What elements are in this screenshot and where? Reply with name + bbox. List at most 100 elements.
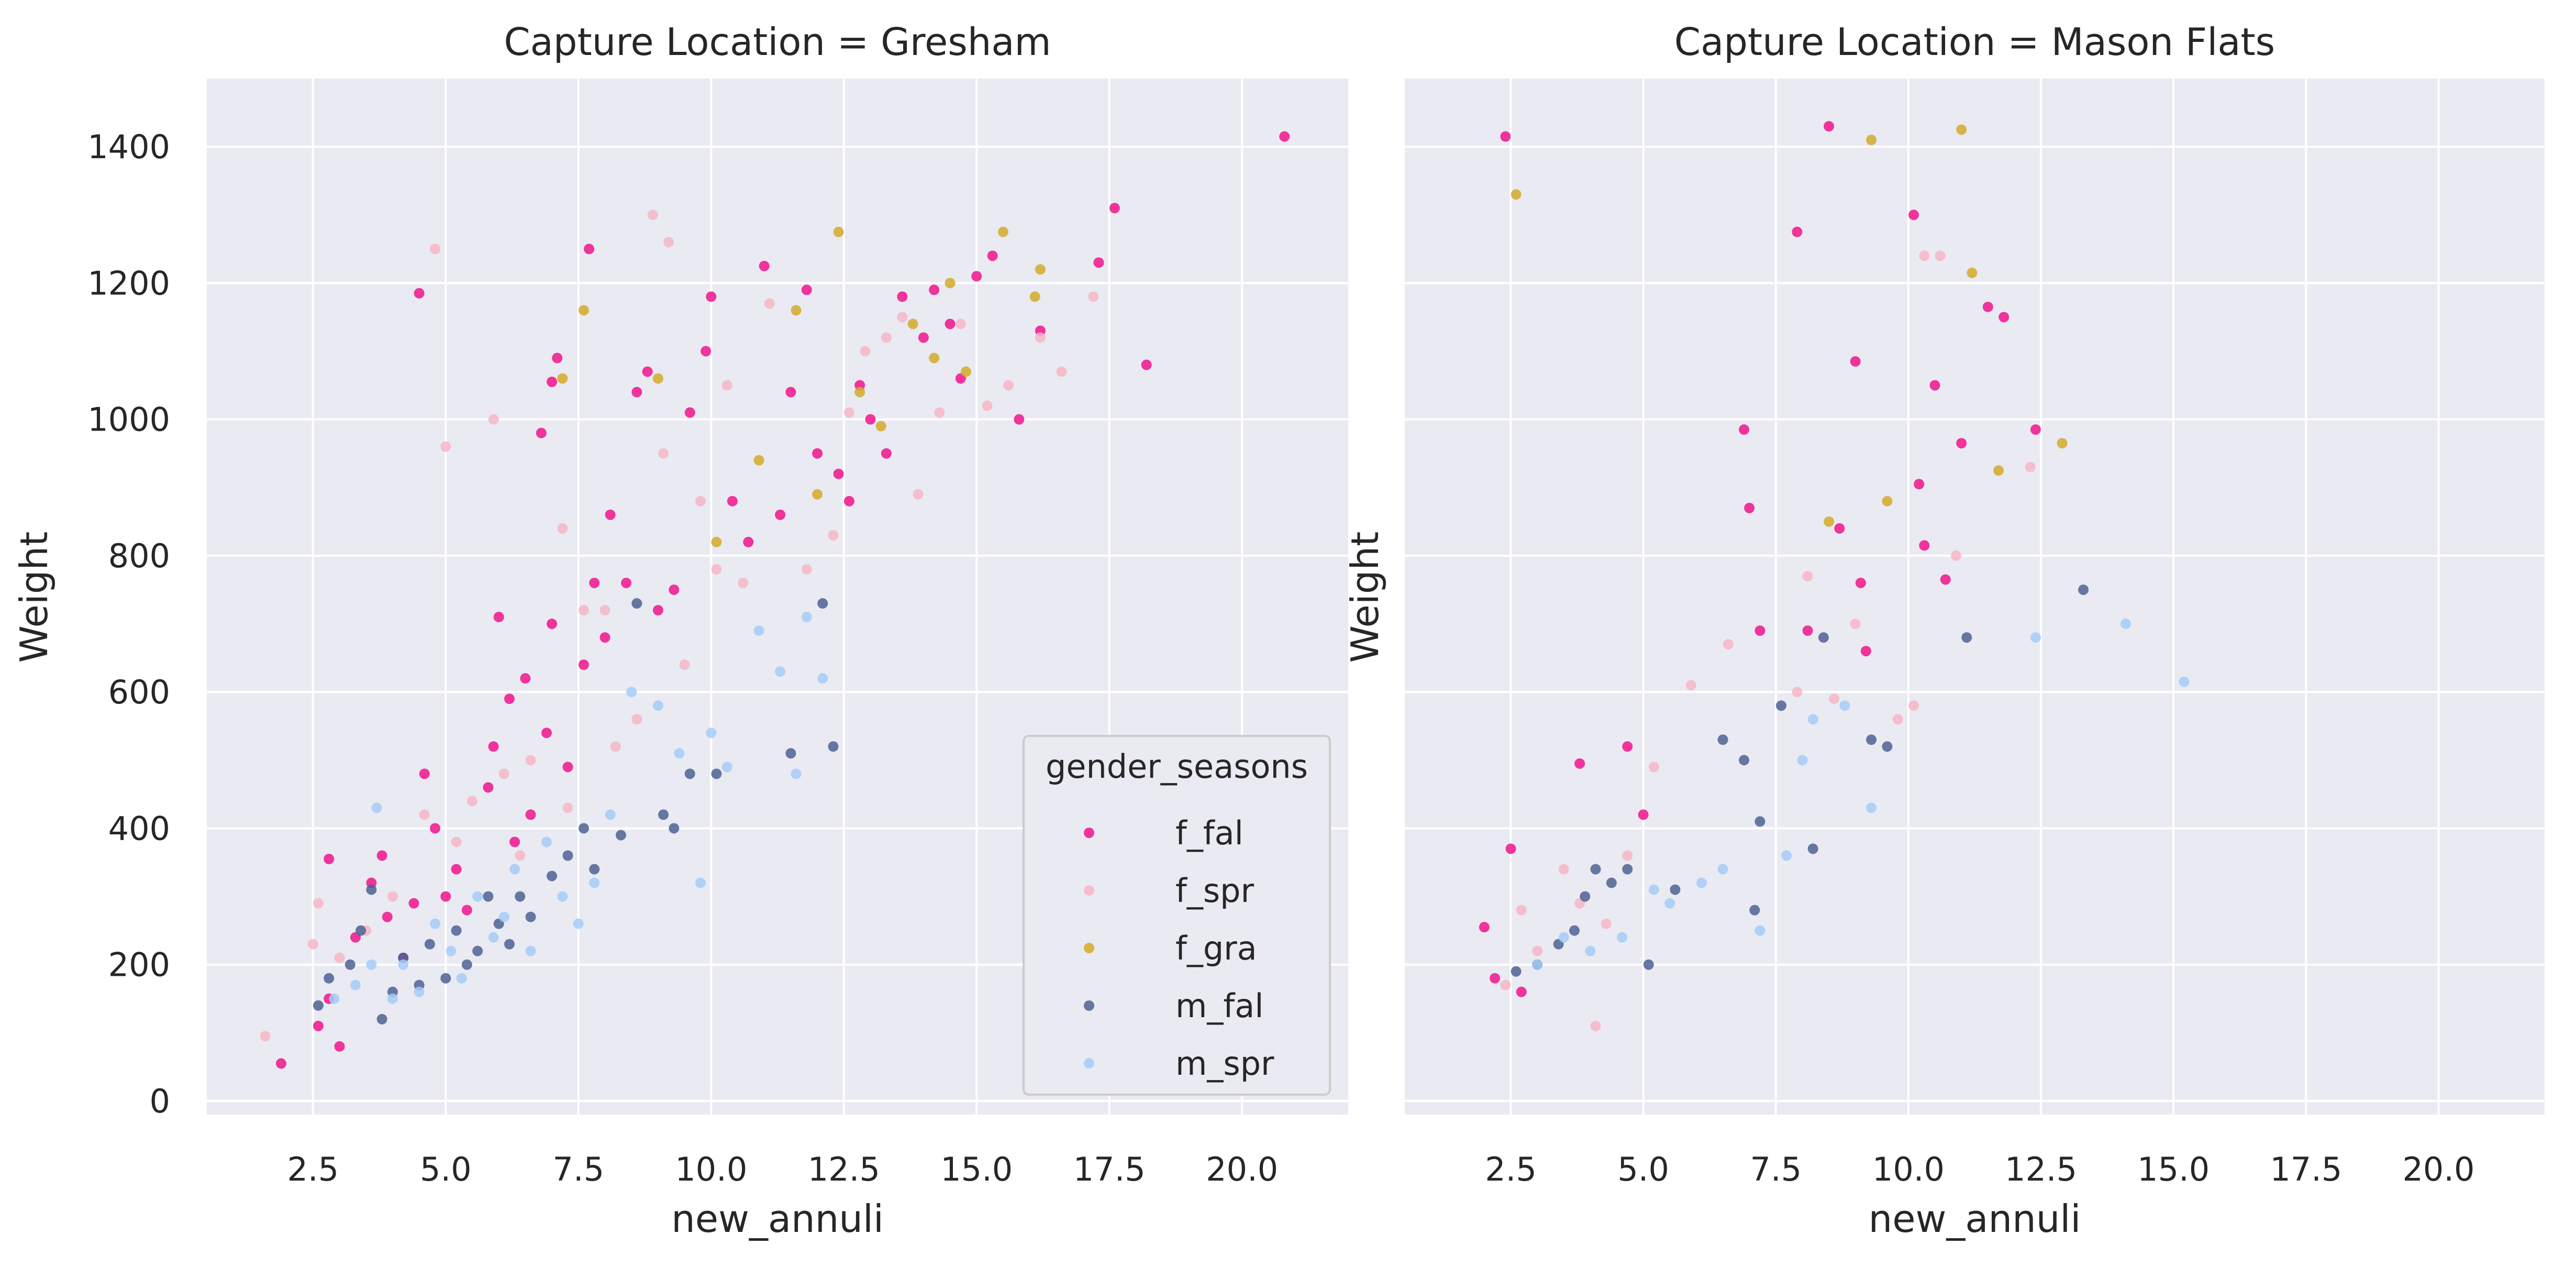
scatter-point — [1670, 884, 1681, 895]
y-tick-label: 600 — [108, 673, 170, 711]
scatter-point — [387, 993, 398, 1004]
scatter-point — [589, 577, 600, 588]
scatter-point — [1029, 291, 1040, 302]
scatter-point — [764, 298, 775, 309]
scatter-point — [801, 612, 812, 623]
scatter-point — [430, 823, 440, 834]
scatter-point — [451, 836, 462, 847]
y-tick-label: 400 — [108, 809, 170, 847]
x-tick-label: 12.5 — [2005, 1150, 2077, 1188]
scatter-point — [843, 407, 854, 418]
scatter-point — [663, 237, 674, 248]
scatter-point — [1558, 864, 1569, 875]
scatter-point — [451, 925, 462, 936]
x-tick-label: 15.0 — [2137, 1150, 2209, 1188]
scatter-point — [498, 911, 509, 922]
x-tick-label: 7.5 — [552, 1150, 604, 1188]
scatter-point — [1569, 925, 1580, 936]
scatter-point — [881, 448, 892, 459]
scatter-point — [1580, 891, 1591, 902]
scatter-point — [695, 877, 706, 888]
scatter-point — [1500, 979, 1511, 990]
scatter-point — [1961, 632, 1972, 643]
legend-marker-m_spr — [1084, 1058, 1094, 1068]
scatter-point — [727, 495, 738, 506]
scatter-point — [329, 993, 340, 1004]
scatter-point — [356, 925, 367, 936]
scatter-point — [1739, 424, 1750, 435]
scatter-point — [669, 584, 680, 595]
scatter-point — [621, 577, 632, 588]
scatter-point — [1866, 802, 1877, 813]
scatter-point — [1590, 1020, 1601, 1031]
scatter-point — [525, 755, 536, 766]
scatter-point — [424, 939, 435, 950]
scatter-point — [584, 244, 595, 255]
scatter-point — [1855, 577, 1866, 588]
scatter-point — [1935, 250, 1946, 261]
scatter-point — [865, 414, 876, 425]
scatter-point — [578, 605, 589, 616]
scatter-point — [843, 495, 854, 506]
scatter-point — [440, 441, 451, 452]
series-f_fal — [1479, 121, 2041, 997]
y-tick-label: 200 — [108, 946, 170, 984]
scatter-point — [1056, 366, 1067, 377]
scatter-point — [371, 802, 382, 813]
scatter-point — [1664, 898, 1675, 909]
scatter-point — [945, 278, 956, 289]
scatter-point — [547, 619, 558, 630]
y-tick-label: 800 — [108, 537, 170, 575]
scatter-point — [652, 700, 663, 711]
scatter-point — [1956, 438, 1967, 449]
scatter-point — [2030, 632, 2041, 643]
scatter-point — [515, 850, 526, 861]
scatter-point — [275, 1058, 286, 1069]
scatter-point — [1829, 693, 1840, 704]
panel-gresham: 2.5 5.0 7.5 10.0 12.5 15.0 17.5 20.0 0 200 400 600 8… — [87, 20, 1348, 1241]
scatter-point — [589, 877, 600, 888]
scatter-point — [589, 864, 600, 875]
scatter-point — [1696, 877, 1707, 888]
scatter-point — [1505, 843, 1516, 854]
scatter-point — [1792, 226, 1803, 237]
scatter-point — [1511, 966, 1522, 977]
x-tick-label: 5.0 — [1617, 1150, 1669, 1188]
legend-frame — [1023, 735, 1331, 1096]
scatter-point — [907, 318, 918, 329]
scatter-point — [1908, 210, 1919, 221]
scatter-point — [419, 809, 430, 820]
x-tick-label: 10.0 — [1872, 1150, 1945, 1188]
scatter-point — [345, 959, 356, 970]
scatter-point — [599, 605, 610, 616]
scatter-point — [785, 387, 796, 398]
scatter-point — [1866, 135, 1877, 146]
scatter-point — [860, 346, 871, 357]
scatter-point — [775, 509, 786, 520]
scatter-point — [488, 932, 499, 943]
legend-title: gender_seasons — [1046, 747, 1308, 786]
scatter-point — [828, 530, 839, 541]
scatter-point — [493, 612, 504, 623]
scatter-point — [817, 598, 828, 609]
scatter-point — [711, 536, 722, 547]
scatter-point — [1035, 332, 1046, 343]
legend-marker-f_fal — [1084, 828, 1094, 838]
y-axis-label: Weight — [1343, 532, 1387, 663]
scatter-point — [982, 400, 993, 411]
scatter-point — [801, 564, 812, 575]
scatter-point — [2025, 461, 2036, 472]
scatter-point — [562, 850, 573, 861]
scatter-point — [313, 1020, 324, 1031]
scatter-point — [854, 387, 865, 398]
series-f_gra — [557, 226, 1046, 547]
scatter-point — [1606, 877, 1617, 888]
scatter-point — [1500, 131, 1511, 142]
legend: gender_seasons f_fal f_spr f_gra m_fal m_spr — [1023, 735, 1331, 1096]
scatter-point — [1802, 625, 1813, 636]
scatter-point — [753, 455, 764, 466]
scatter-point — [785, 748, 796, 759]
y-axis-label: Weight — [12, 532, 56, 663]
scatter-point — [711, 564, 722, 575]
scatter-point — [2078, 584, 2089, 595]
